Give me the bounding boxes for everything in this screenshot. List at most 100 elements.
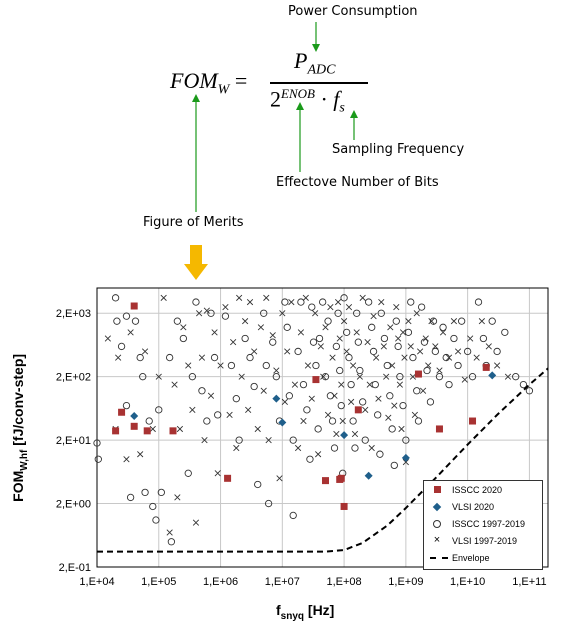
point-isscc-2020 bbox=[337, 474, 345, 482]
point-vlsi-1997-2019 bbox=[416, 348, 424, 355]
point-vlsi-2020 bbox=[278, 418, 287, 427]
point-isscc-1997-2019 bbox=[376, 450, 384, 458]
annotation-figure-of-merits: Figure of Merits bbox=[143, 215, 244, 230]
point-vlsi-1997-2019 bbox=[141, 348, 149, 355]
point-isscc-1997-2019 bbox=[493, 347, 501, 356]
point-vlsi-1997-2019 bbox=[439, 329, 447, 336]
point-vlsi-1997-2019 bbox=[409, 373, 417, 380]
point-isscc-1997-2019 bbox=[179, 334, 188, 343]
point-vlsi-1997-2019 bbox=[327, 303, 334, 311]
point-vlsi-1997-2019 bbox=[393, 303, 400, 311]
point-isscc-1997-2019 bbox=[454, 361, 462, 370]
point-vlsi-1997-2019 bbox=[389, 362, 396, 369]
point-isscc-1997-2019 bbox=[402, 436, 410, 444]
point-vlsi-1997-2019 bbox=[473, 354, 480, 361]
point-vlsi-1997-2019 bbox=[176, 425, 184, 433]
point-isscc-1997-2019 bbox=[356, 366, 364, 375]
point-isscc-1997-2019 bbox=[188, 373, 197, 381]
point-isscc-1997-2019 bbox=[409, 353, 417, 362]
y-tick-label: 2,E+01 bbox=[56, 435, 91, 447]
point-vlsi-1997-2019 bbox=[317, 343, 324, 350]
point-vlsi-1997-2019 bbox=[478, 318, 485, 325]
point-vlsi-2020 bbox=[401, 453, 410, 462]
point-vlsi-1997-2019 bbox=[127, 329, 134, 336]
formula-den-base: 2 bbox=[270, 86, 281, 112]
point-vlsi-1997-2019 bbox=[436, 367, 443, 374]
point-vlsi-1997-2019 bbox=[407, 343, 414, 350]
point-isscc-1997-2019 bbox=[396, 373, 404, 381]
point-vlsi-1997-2019 bbox=[343, 348, 350, 355]
point-isscc-1997-2019 bbox=[155, 406, 163, 414]
point-vlsi-1997-2019 bbox=[171, 381, 178, 388]
point-vlsi-1997-2019 bbox=[300, 417, 307, 425]
legend-square-icon bbox=[430, 483, 444, 497]
point-vlsi-1997-2019 bbox=[391, 402, 398, 409]
point-isscc-1997-2019 bbox=[299, 380, 308, 389]
power-arrow bbox=[312, 22, 320, 52]
point-vlsi-1997-2019 bbox=[387, 324, 394, 331]
annotation-sampling-frequency: Sampling Frequency bbox=[332, 142, 465, 157]
point-isscc-1997-2019 bbox=[157, 488, 165, 497]
point-isscc-1997-2019 bbox=[353, 309, 361, 317]
point-isscc-1997-2019 bbox=[221, 312, 230, 320]
legend-label: ISSCC 1997-2019 bbox=[452, 518, 526, 529]
x-tick-label: 1,E+04 bbox=[79, 576, 114, 588]
point-vlsi-1997-2019 bbox=[180, 324, 187, 331]
point-vlsi-1997-2019 bbox=[445, 354, 453, 361]
point-isscc-1997-2019 bbox=[388, 425, 396, 433]
legend-dashed-line-icon bbox=[430, 551, 448, 565]
point-isscc-1997-2019 bbox=[365, 298, 373, 306]
point-vlsi-1997-2019 bbox=[401, 354, 408, 361]
legend-diamond-icon bbox=[430, 500, 444, 514]
point-isscc-1997-2019 bbox=[117, 342, 126, 351]
point-isscc-1997-2019 bbox=[525, 387, 534, 395]
point-vlsi-1997-2019 bbox=[372, 354, 380, 361]
x-tick-label: 1,E+08 bbox=[327, 576, 362, 588]
point-isscc-2020 bbox=[118, 408, 126, 416]
point-vlsi-2020 bbox=[488, 371, 497, 380]
point-vlsi-1997-2019 bbox=[339, 417, 346, 425]
point-isscc-1997-2019 bbox=[332, 342, 341, 351]
point-vlsi-1997-2019 bbox=[273, 367, 280, 374]
point-vlsi-1997-2019 bbox=[362, 406, 369, 413]
legend-isscc-1997-2019: ISSCC 1997-2019 bbox=[424, 515, 542, 532]
point-isscc-1997-2019 bbox=[426, 398, 435, 406]
point-isscc-1997-2019 bbox=[264, 499, 273, 508]
point-isscc-1997-2019 bbox=[414, 417, 423, 425]
point-vlsi-1997-2019 bbox=[356, 373, 363, 380]
x-tick-label: 1,E+09 bbox=[388, 576, 423, 588]
point-vlsi-1997-2019 bbox=[340, 318, 348, 325]
point-isscc-1997-2019 bbox=[210, 353, 219, 362]
point-isscc-1997-2019 bbox=[479, 334, 488, 343]
point-vlsi-1997-2019 bbox=[348, 398, 355, 406]
point-isscc-1997-2019 bbox=[374, 411, 382, 419]
formula-den-f-sub: s bbox=[339, 100, 345, 116]
annotation-arrows bbox=[184, 22, 358, 280]
point-isscc-1997-2019 bbox=[139, 373, 147, 381]
point-vlsi-1997-2019 bbox=[383, 373, 390, 380]
point-isscc-1997-2019 bbox=[289, 436, 297, 444]
point-vlsi-1997-2019 bbox=[238, 373, 245, 380]
point-isscc-1997-2019 bbox=[501, 328, 509, 336]
point-isscc-1997-2019 bbox=[319, 298, 327, 306]
point-isscc-1997-2019 bbox=[250, 382, 258, 391]
formula-den-dot: · bbox=[320, 86, 328, 112]
point-vlsi-1997-2019 bbox=[149, 425, 156, 433]
point-vlsi-1997-2019 bbox=[297, 329, 305, 336]
point-vlsi-1997-2019 bbox=[214, 470, 221, 477]
point-vlsi-1997-2019 bbox=[405, 318, 412, 325]
point-isscc-1997-2019 bbox=[468, 373, 477, 381]
point-isscc-1997-2019 bbox=[283, 323, 291, 331]
point-vlsi-1997-2019 bbox=[454, 348, 462, 355]
point-vlsi-1997-2019 bbox=[336, 335, 343, 342]
point-isscc-1997-2019 bbox=[351, 444, 359, 452]
point-isscc-1997-2019 bbox=[303, 406, 311, 414]
point-vlsi-1997-2019 bbox=[207, 392, 215, 399]
fom-arrow bbox=[192, 94, 200, 212]
legend-label: Envelope bbox=[452, 552, 490, 563]
point-isscc-1997-2019 bbox=[420, 338, 429, 346]
point-isscc-1997-2019 bbox=[308, 303, 316, 311]
point-vlsi-1997-2019 bbox=[422, 335, 429, 342]
point-vlsi-1997-2019 bbox=[236, 294, 243, 301]
point-vlsi-1997-2019 bbox=[395, 335, 402, 342]
